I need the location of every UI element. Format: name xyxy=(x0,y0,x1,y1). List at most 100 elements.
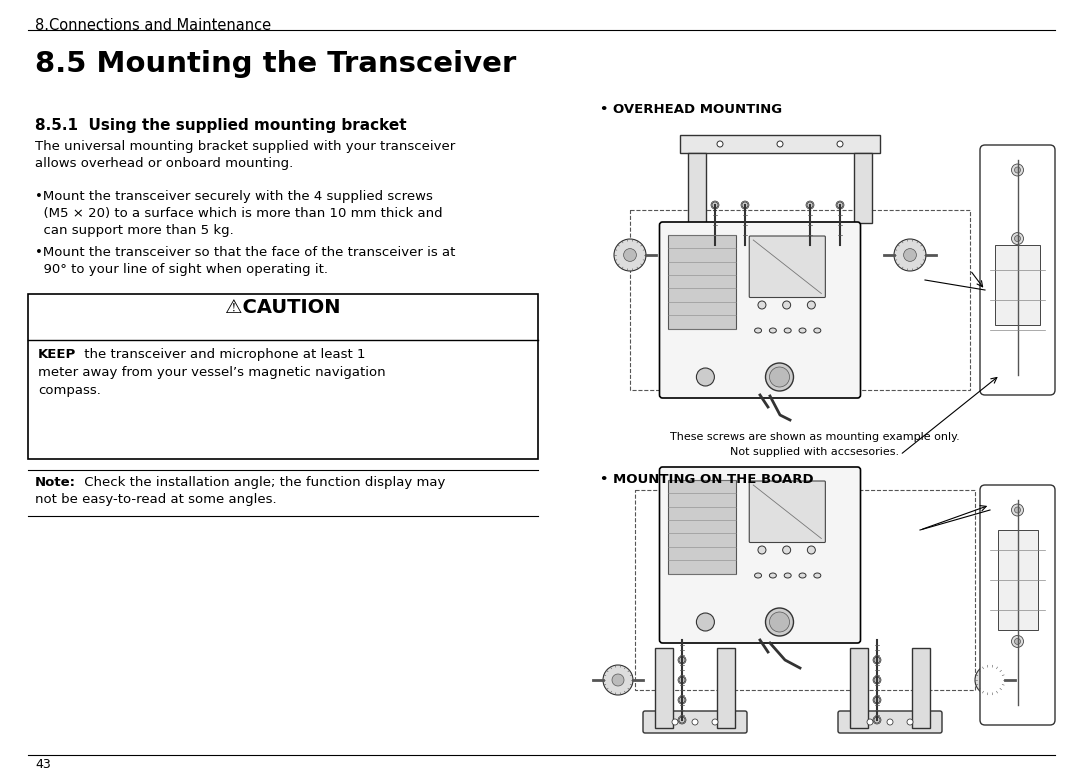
Circle shape xyxy=(904,248,917,262)
Circle shape xyxy=(873,696,881,704)
Ellipse shape xyxy=(784,328,791,333)
FancyBboxPatch shape xyxy=(749,481,826,542)
Circle shape xyxy=(678,656,686,664)
Text: not be easy-to-read at some angles.: not be easy-to-read at some angles. xyxy=(35,493,277,506)
Circle shape xyxy=(679,657,685,663)
Circle shape xyxy=(1014,236,1020,241)
Ellipse shape xyxy=(770,328,776,333)
Text: 8.5 Mounting the Transceiver: 8.5 Mounting the Transceiver xyxy=(35,50,517,78)
Circle shape xyxy=(867,719,873,725)
Bar xyxy=(717,648,735,728)
Ellipse shape xyxy=(755,328,761,333)
Circle shape xyxy=(624,248,637,262)
Circle shape xyxy=(875,697,880,703)
Circle shape xyxy=(777,141,783,147)
Text: Not supplied with accsesories.: Not supplied with accsesories. xyxy=(731,447,899,457)
Ellipse shape xyxy=(799,573,806,578)
Circle shape xyxy=(1014,573,1020,579)
Circle shape xyxy=(875,677,880,683)
Bar xyxy=(28,294,538,459)
Circle shape xyxy=(711,201,719,209)
Circle shape xyxy=(742,202,748,208)
Text: 8.5.1  Using the supplied mounting bracket: 8.5.1 Using the supplied mounting bracke… xyxy=(35,118,406,133)
Circle shape xyxy=(1014,507,1020,513)
Circle shape xyxy=(873,716,881,724)
Circle shape xyxy=(678,676,686,684)
Bar xyxy=(667,480,736,573)
Circle shape xyxy=(836,201,844,209)
Circle shape xyxy=(765,363,793,391)
Circle shape xyxy=(692,719,698,725)
Text: These screws are shown as mounting example only.: These screws are shown as mounting examp… xyxy=(670,432,960,442)
Text: •Mount the transceiver securely with the 4 supplied screws: •Mount the transceiver securely with the… xyxy=(35,190,432,203)
Circle shape xyxy=(783,546,790,554)
Text: allows overhead or onboard mounting.: allows overhead or onboard mounting. xyxy=(35,157,293,170)
Circle shape xyxy=(894,239,926,271)
Text: meter away from your vessel’s magnetic navigation: meter away from your vessel’s magnetic n… xyxy=(38,366,386,379)
FancyBboxPatch shape xyxy=(749,236,826,297)
Circle shape xyxy=(740,201,749,209)
Text: compass.: compass. xyxy=(38,384,101,397)
Circle shape xyxy=(808,202,813,208)
FancyBboxPatch shape xyxy=(659,467,860,643)
Circle shape xyxy=(678,716,686,724)
Circle shape xyxy=(837,141,843,147)
Circle shape xyxy=(1012,233,1024,244)
Circle shape xyxy=(712,719,718,725)
Bar xyxy=(688,153,706,223)
Circle shape xyxy=(907,719,913,725)
Circle shape xyxy=(678,696,686,704)
Circle shape xyxy=(1012,164,1024,176)
Circle shape xyxy=(1012,301,1024,314)
Bar xyxy=(635,490,975,690)
Circle shape xyxy=(603,665,633,695)
Circle shape xyxy=(770,612,789,632)
Text: Check the installation angle; the function display may: Check the installation angle; the functi… xyxy=(80,476,445,489)
Text: 43: 43 xyxy=(35,758,51,771)
Circle shape xyxy=(612,674,624,686)
Ellipse shape xyxy=(814,573,820,578)
Circle shape xyxy=(696,613,715,631)
Circle shape xyxy=(806,201,814,209)
FancyBboxPatch shape xyxy=(838,711,942,733)
Circle shape xyxy=(873,656,881,664)
Circle shape xyxy=(765,608,793,636)
Ellipse shape xyxy=(814,328,820,333)
Ellipse shape xyxy=(784,573,791,578)
Circle shape xyxy=(696,368,715,386)
Text: • OVERHEAD MOUNTING: • OVERHEAD MOUNTING xyxy=(600,103,783,116)
Circle shape xyxy=(672,719,678,725)
Circle shape xyxy=(837,202,843,208)
Text: the transceiver and microphone at least 1: the transceiver and microphone at least … xyxy=(80,348,365,361)
Circle shape xyxy=(808,546,815,554)
FancyBboxPatch shape xyxy=(980,485,1055,725)
Text: KEEP: KEEP xyxy=(38,348,77,361)
Circle shape xyxy=(679,697,685,703)
Circle shape xyxy=(808,301,815,309)
Circle shape xyxy=(679,717,685,723)
Text: • MOUNTING ON THE BOARD: • MOUNTING ON THE BOARD xyxy=(600,473,814,486)
Text: ⚠CAUTION: ⚠CAUTION xyxy=(225,298,341,317)
Ellipse shape xyxy=(799,328,806,333)
Circle shape xyxy=(1012,636,1024,647)
Circle shape xyxy=(712,202,718,208)
Circle shape xyxy=(1012,570,1024,582)
Circle shape xyxy=(783,301,790,309)
Circle shape xyxy=(717,141,723,147)
Circle shape xyxy=(758,301,766,309)
Bar xyxy=(680,135,880,153)
Bar xyxy=(850,648,868,728)
Text: 90° to your line of sight when operating it.: 90° to your line of sight when operating… xyxy=(35,263,328,276)
FancyBboxPatch shape xyxy=(980,145,1055,395)
Bar xyxy=(998,530,1038,630)
Text: (M5 × 20) to a surface which is more than 10 mm thick and: (M5 × 20) to a surface which is more tha… xyxy=(35,207,442,220)
Text: The universal mounting bracket supplied with your transceiver: The universal mounting bracket supplied … xyxy=(35,140,455,153)
Circle shape xyxy=(873,676,881,684)
Bar xyxy=(655,648,673,728)
Circle shape xyxy=(875,717,880,723)
Circle shape xyxy=(758,546,766,554)
Circle shape xyxy=(1012,504,1024,516)
Ellipse shape xyxy=(770,573,776,578)
Circle shape xyxy=(770,367,789,387)
FancyBboxPatch shape xyxy=(659,222,860,398)
